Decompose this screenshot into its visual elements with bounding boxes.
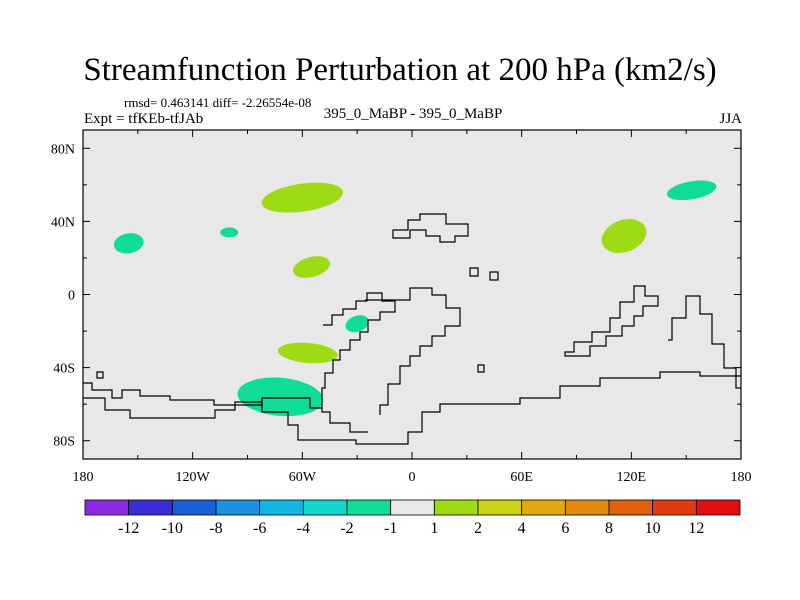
map-background <box>83 130 741 459</box>
colorbar-swatch <box>215 499 261 516</box>
colorbar-label: 6 <box>561 520 569 537</box>
colorbar-swatch <box>84 499 130 516</box>
axis-ticks: 180 120W 60W 0 60E 120E 180 80N 40N 0 40S 80S <box>51 130 752 485</box>
colorbar-label: 4 <box>518 520 526 537</box>
chart-title: Streamfunction Perturbation at 200 hPa (… <box>83 52 717 88</box>
anomaly-region <box>220 227 239 238</box>
colorbar-swatch <box>390 499 435 516</box>
colorbar-swatch <box>564 499 610 516</box>
colorbar-label: 1 <box>430 520 438 537</box>
lon-tick-label: 120W <box>176 470 211 485</box>
colorbar-label: 2 <box>474 520 482 537</box>
anomaly-layer <box>113 180 717 417</box>
colorbar-swatch <box>302 499 348 516</box>
colorbar-label: -4 <box>297 520 310 537</box>
coastline-southern-ocean <box>83 382 322 409</box>
coastline-islands <box>96 267 499 379</box>
lat-tick-label: 40N <box>51 215 75 230</box>
anomaly-region <box>666 180 717 201</box>
lon-tick-label: 60E <box>510 470 533 485</box>
anomaly-region <box>292 256 331 278</box>
colorbar-label: 10 <box>645 520 661 537</box>
lat-tick-label: 40S <box>53 362 75 377</box>
colorbar-swatch <box>477 499 523 516</box>
anomaly-region <box>237 377 324 417</box>
colorbar-label: -6 <box>253 520 266 537</box>
colorbar-swatch <box>433 499 479 516</box>
colorbar-swatch <box>652 499 697 516</box>
anomaly-region <box>345 315 369 333</box>
colorbar-label: -1 <box>384 520 397 537</box>
anomaly-region <box>113 233 144 254</box>
anomaly-region <box>601 219 647 253</box>
colorbar-swatch <box>128 499 173 516</box>
lat-tick-label: 80N <box>51 142 75 157</box>
coastline-south-america <box>321 292 396 433</box>
colorbar: -12 -10 -8 -6 -4 -2 -1 1 2 4 6 8 10 12 <box>84 499 741 537</box>
lon-tick-label: 120E <box>617 470 647 485</box>
colorbar-label: 8 <box>605 520 613 537</box>
stats-text: rmsd= 0.463141 diff= -2.26554e-08 <box>124 95 312 110</box>
colorbar-swatch <box>171 499 217 516</box>
lon-tick-label: 60W <box>289 470 317 485</box>
coastline-africa <box>365 287 461 415</box>
lat-tick-label: 80S <box>53 435 75 450</box>
coastline-eurasia <box>392 213 469 243</box>
anomaly-region <box>261 182 343 213</box>
colorbar-swatch <box>521 499 566 516</box>
colorbar-label: -8 <box>209 520 222 537</box>
season-label: JJA <box>719 111 742 127</box>
lon-tick-label: 0 <box>409 470 416 485</box>
lon-tick-label: 180 <box>73 470 94 485</box>
coastline-layer <box>83 213 741 445</box>
colorbar-swatch <box>346 499 392 516</box>
colorbar-label: 12 <box>688 520 704 537</box>
colorbar-label: -10 <box>162 520 183 537</box>
anomaly-region <box>277 342 338 364</box>
lat-tick-label: 0 <box>68 289 75 304</box>
experiment-label: Expt = tfKEb-tfJAb <box>84 111 204 127</box>
colorbar-swatch <box>259 499 304 516</box>
colorbar-swatch <box>695 499 741 516</box>
colorbar-label: -2 <box>340 520 353 537</box>
coastline-antarctica <box>83 371 741 445</box>
subtitle: 395_0_MaBP - 395_0_MaBP <box>323 106 503 122</box>
coastline-asia-south <box>564 285 659 357</box>
lon-tick-label: 180 <box>731 470 752 485</box>
colorbar-label: -12 <box>118 520 139 537</box>
colorbar-swatch <box>608 499 654 516</box>
